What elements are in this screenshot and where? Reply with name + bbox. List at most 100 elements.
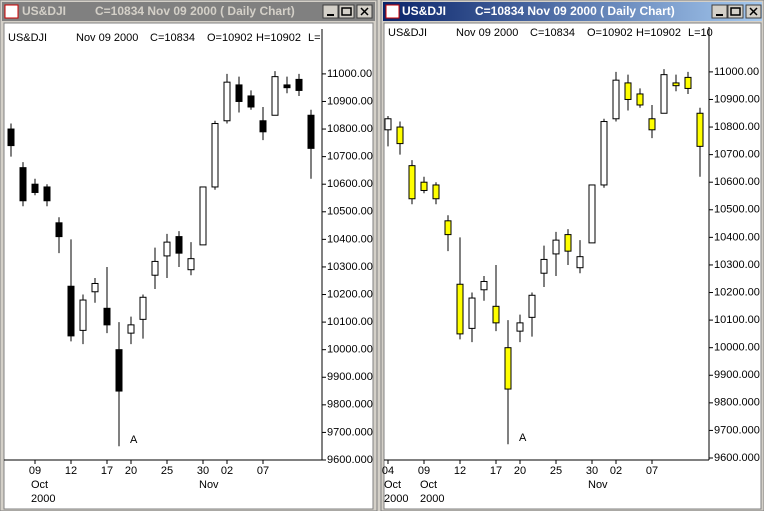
y-tick-label: 10500.00 <box>327 206 373 218</box>
candle-body <box>247 95 255 108</box>
candle-body <box>420 181 428 191</box>
candle-body <box>696 112 704 147</box>
y-tick-label: 10100.00 <box>714 314 760 326</box>
candle-body <box>432 184 440 200</box>
title-bar[interactable] <box>383 2 762 21</box>
candle-body <box>648 118 656 131</box>
window-buttons <box>322 4 373 19</box>
year-label: 2000 <box>420 493 444 505</box>
window-title: US&DJI <box>22 4 66 18</box>
candle-body <box>444 220 452 236</box>
y-tick-label: 10700.00 <box>327 151 373 163</box>
y-tick-label: 9800.000 <box>714 397 760 409</box>
y-tick-label: 11000.00 <box>714 66 759 78</box>
info-text: L=10 <box>688 27 713 39</box>
annotation: A <box>519 432 527 444</box>
candle-body <box>636 93 644 106</box>
candle-body <box>684 76 692 89</box>
window-caption: C=10834 Nov 09 2000 ( Daily Chart) <box>95 4 295 18</box>
title-bar[interactable] <box>2 2 375 21</box>
info-text: C=10834 <box>150 32 195 44</box>
candle-body <box>492 305 500 324</box>
candle-body <box>79 299 87 331</box>
info-text: H=10902 <box>256 32 301 44</box>
month-label: Oct <box>384 479 401 491</box>
close-glyph <box>749 7 758 16</box>
y-tick-label: 10100.00 <box>327 316 373 328</box>
candle-body <box>672 82 680 87</box>
info-text: C=10834 <box>530 27 575 39</box>
candle-body <box>271 76 279 116</box>
y-tick-label: 10000.00 <box>714 342 760 354</box>
candle-body <box>396 126 404 145</box>
candle-body <box>115 349 123 392</box>
candle-body <box>283 84 291 89</box>
candle-body <box>600 121 608 186</box>
candle-body <box>187 258 195 271</box>
candle-body <box>43 186 51 202</box>
y-tick-label: 9700.000 <box>327 426 373 438</box>
year-label: 2000 <box>384 493 408 505</box>
y-tick-label: 10700.00 <box>714 149 760 161</box>
y-tick-label: 9900.000 <box>327 371 373 383</box>
y-tick-label: 10200.00 <box>714 286 760 298</box>
candle-body <box>576 256 584 269</box>
x-tick-label: 17 <box>490 465 502 477</box>
candle-body <box>612 79 620 120</box>
info-text: O=10902 <box>207 32 253 44</box>
minimize-button[interactable] <box>322 4 339 19</box>
candle-body <box>624 82 632 100</box>
candle-body <box>55 222 63 238</box>
candle-body <box>199 186 207 246</box>
candle-body <box>235 84 243 102</box>
x-tick-label: 12 <box>65 465 77 477</box>
y-tick-label: 10000.00 <box>327 344 373 356</box>
y-tick-label: 9900.000 <box>714 369 760 381</box>
x-tick-label: 20 <box>514 465 526 477</box>
x-tick-label: 04 <box>382 465 394 477</box>
month-label: Nov <box>588 479 608 491</box>
info-text: H=10902 <box>636 27 681 39</box>
candle-body <box>408 165 416 200</box>
candle-body <box>139 296 147 320</box>
candle-body <box>295 78 303 91</box>
x-tick-label: 30 <box>586 465 598 477</box>
x-tick-label: 12 <box>454 465 466 477</box>
month-label: Oct <box>31 479 48 491</box>
y-tick-label: 10900.00 <box>327 95 373 107</box>
y-tick-label: 10800.00 <box>714 121 760 133</box>
y-tick-label: 10400.00 <box>327 233 373 245</box>
y-tick-label: 10300.00 <box>327 261 373 273</box>
candle-body <box>67 285 75 337</box>
candle-body <box>127 324 135 334</box>
y-tick-label: 10600.00 <box>327 178 373 190</box>
y-tick-label: 10500.00 <box>714 204 760 216</box>
y-tick-label: 9700.000 <box>714 424 760 436</box>
window-icon <box>385 4 400 19</box>
candle-body <box>660 74 668 114</box>
window-buttons <box>711 4 762 19</box>
x-tick-label: 17 <box>101 465 113 477</box>
candle-body <box>504 347 512 390</box>
info-text: US&DJI <box>8 32 47 44</box>
x-tick-label: 09 <box>418 465 430 477</box>
candle-body <box>19 167 27 202</box>
month-label: Nov <box>199 479 219 491</box>
y-tick-label: 9800.000 <box>327 399 373 411</box>
y-tick-label: 9600.000 <box>327 454 373 466</box>
window-icon <box>4 4 19 19</box>
minimize-button[interactable] <box>711 4 728 19</box>
chart-pane <box>383 22 762 510</box>
candle-body <box>516 322 524 332</box>
x-tick-label: 20 <box>125 465 137 477</box>
x-tick-label: 30 <box>197 465 209 477</box>
y-tick-label: 9600.000 <box>714 452 760 464</box>
candle-body <box>211 123 219 188</box>
candle-body <box>7 128 15 147</box>
candle-body <box>175 236 183 254</box>
info-text: L= <box>308 32 321 44</box>
maximize-glyph <box>341 7 352 16</box>
candle-body <box>564 234 572 252</box>
candle-body <box>480 280 488 291</box>
